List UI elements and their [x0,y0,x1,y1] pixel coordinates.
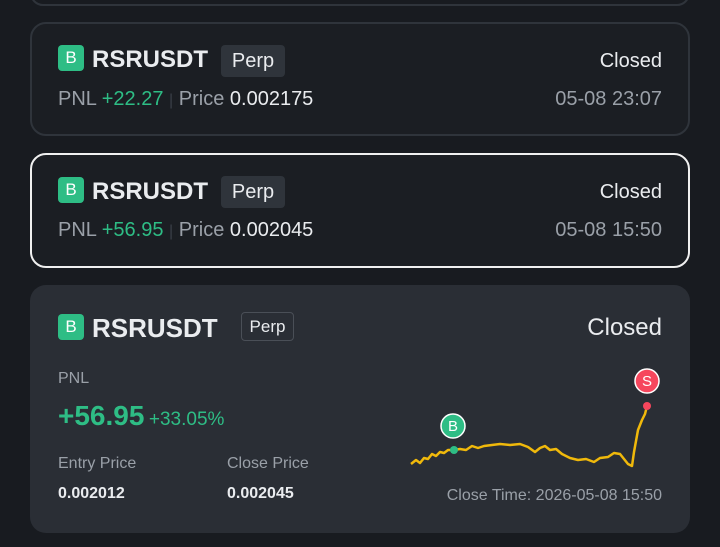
badge: B [58,177,84,203]
entry-price: 0.002012 [58,485,125,502]
badge: B [58,314,84,340]
price-line [410,405,649,468]
tag: Perp [221,176,285,208]
sell-marker: S [642,373,652,390]
pnl-row: PNL +56.95 | Price 0.002045 [58,218,313,244]
close-time: Close Time: 2026-05-08 15:50 [446,487,662,504]
pnl: +56.95 [101,219,164,241]
buy-point [450,446,458,454]
label: PNL [58,219,97,241]
pnl-percent: +33.05% [148,409,225,430]
close-price: 0.002045 [227,485,294,502]
close-label: Close Price [227,455,309,472]
price: 0.002045 [229,219,314,241]
label: PNL [58,88,97,110]
buy-marker: B [448,418,458,435]
trade-card[interactable] [30,22,690,136]
pnl: +22.27 [101,88,164,110]
symbol: RSRUSDT [92,178,209,205]
status: Closed [599,181,662,203]
symbol: RSRUSDT [92,313,218,343]
status: Closed [587,314,662,341]
badge: B [58,45,84,71]
pnl-label: PNL [58,370,90,387]
symbol: RSRUSDT [92,46,209,73]
sell-point [643,402,651,410]
detail-card [30,285,690,533]
label: Price [178,88,225,110]
card-partial [30,0,690,6]
pnl: +56.95 [58,400,145,431]
trade-card-selected[interactable] [30,153,690,268]
separator: | [169,92,174,109]
sparkline: B S [410,368,660,468]
label: Price [178,219,225,241]
tag: Perp [221,45,285,77]
pnl-block: +56.95 +33.05% [58,400,224,432]
entry-label: Entry Price [58,455,137,472]
pnl-row: PNL +22.27 | Price 0.002175 [58,87,313,113]
separator: | [169,223,174,240]
tag: Perp [241,312,294,341]
time: 05-08 15:50 [555,219,662,241]
time: 05-08 23:07 [555,88,662,110]
status: Closed [599,50,662,72]
sell-pin [634,368,660,394]
buy-pin [440,413,466,439]
price: 0.002175 [229,88,314,110]
